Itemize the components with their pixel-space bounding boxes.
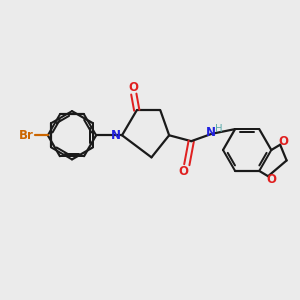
- Text: O: O: [278, 135, 288, 148]
- Text: O: O: [179, 165, 189, 178]
- Text: O: O: [266, 173, 276, 186]
- Text: H: H: [215, 124, 223, 134]
- Text: Br: Br: [19, 129, 34, 142]
- Text: N: N: [110, 129, 121, 142]
- Text: O: O: [129, 81, 139, 94]
- Text: N: N: [206, 126, 216, 139]
